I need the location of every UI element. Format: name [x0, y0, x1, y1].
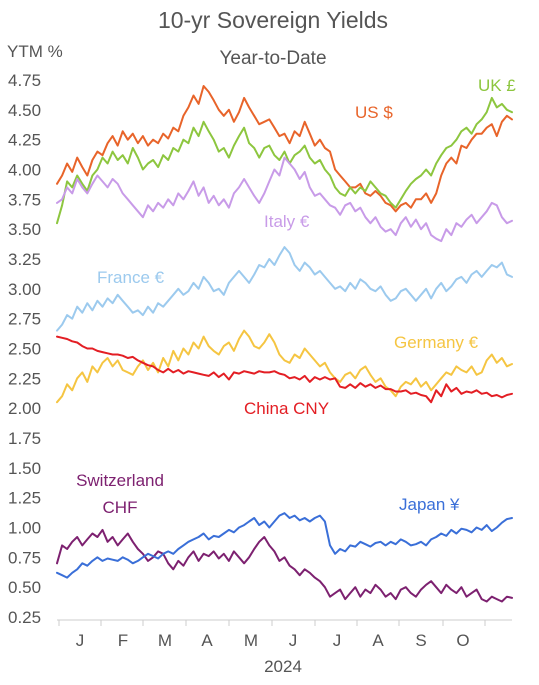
series-lines: [56, 85, 513, 603]
y-tick-label: 4.25: [8, 131, 41, 150]
x-tick-label: J: [289, 631, 298, 650]
x-tick-label: F: [118, 631, 128, 650]
series-line-7: [56, 512, 513, 579]
y-tick-label: 4.00: [8, 161, 41, 180]
series-label-0: US $: [355, 103, 393, 122]
y-tick-label: 1.00: [8, 519, 41, 538]
series-line-2: [56, 156, 513, 243]
x-tick-label: O: [456, 631, 469, 650]
y-tick-label: 3.00: [8, 280, 41, 299]
series-label-7: Japan ¥: [399, 495, 460, 514]
series-label-3: France €: [97, 268, 165, 287]
y-tick-label: 0.50: [8, 578, 41, 597]
series-label-4: Germany €: [394, 333, 479, 352]
y-tick-label: 0.75: [8, 548, 41, 567]
series-line-5: [56, 335, 513, 404]
series-line-6: [56, 528, 513, 603]
y-axis-label: YTM %: [7, 42, 63, 61]
series-label-5: China CNY: [244, 399, 329, 418]
series-line-3: [56, 246, 513, 332]
x-tick-label: J: [76, 631, 85, 650]
x-tick-label: A: [201, 631, 213, 650]
series-label-1: UK £: [478, 76, 516, 95]
chart-title: 10-yr Sovereign Yields: [158, 7, 388, 33]
chart-subtitle: Year-to-Date: [219, 48, 326, 69]
series-line-0: [56, 85, 513, 213]
series-label-6: Switzerland CHF: [76, 471, 164, 517]
y-tick-label: 4.50: [8, 101, 41, 120]
y-tick-label: 2.75: [8, 310, 41, 329]
y-tick-label: 2.00: [8, 399, 41, 418]
x-tick-label: S: [415, 631, 426, 650]
y-tick-label: 0.25: [8, 608, 41, 627]
y-tick-label: 2.50: [8, 340, 41, 359]
y-tick-label: 3.75: [8, 190, 41, 209]
series-labels: US $ UK £ Italy € France € Germany € China CN…: [76, 76, 516, 517]
y-tick-label: 4.75: [8, 71, 41, 90]
y-tick-label: 3.25: [8, 250, 41, 269]
series-line-1: [56, 96, 513, 225]
y-tick-label: 2.25: [8, 369, 41, 388]
y-tick-label: 1.25: [8, 489, 41, 508]
x-tick-label: J: [333, 631, 342, 650]
y-tick-label: 3.50: [8, 220, 41, 239]
y-tick-label: 1.75: [8, 429, 41, 448]
y-tick-labels: 4.75 4.50 4.25 4.00 3.75 3.50 3.25 3.00 2.75 2.50…: [8, 71, 41, 627]
x-tick-label: M: [158, 631, 172, 650]
x-tick-label: M: [244, 631, 258, 650]
x-axis-label: 2024: [264, 657, 302, 676]
y-tick-label: 1.50: [8, 459, 41, 478]
series-line-4: [56, 329, 513, 404]
x-tick-label: A: [372, 631, 384, 650]
series-label-2: Italy €: [264, 212, 310, 231]
